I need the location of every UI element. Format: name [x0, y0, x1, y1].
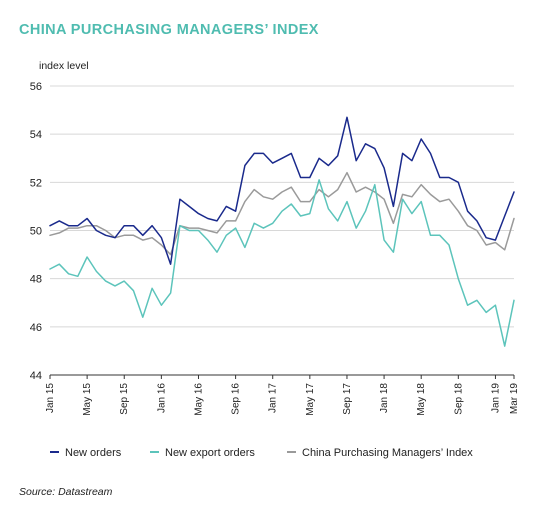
x-tick-label: Sep 15 [119, 383, 130, 415]
gridlines [50, 85, 514, 376]
x-tick-label: May 18 [416, 383, 427, 416]
y-axis-ticks: 44 46 48 50 52 54 56 [30, 81, 42, 382]
legend-label: China Purchasing Managers’ Index [302, 447, 473, 459]
x-tick-label: Jan 15 [45, 383, 56, 413]
x-tick-label: Jan 17 [268, 383, 279, 413]
y-tick-label: 56 [30, 81, 42, 93]
x-tick-label: May 16 [193, 383, 204, 416]
y-tick-label: 50 [30, 226, 42, 238]
x-tick-label: Jan 16 [156, 383, 167, 413]
x-tick-label: May 17 [305, 383, 316, 416]
legend-label: New orders [65, 447, 122, 459]
x-tick-label: Mar 19 [509, 383, 520, 415]
series-line-0 [49, 116, 515, 265]
legend-label: New export orders [165, 447, 255, 459]
source-note: Source: Datastream [19, 486, 113, 498]
y-axis-label: index level [39, 60, 89, 72]
chart-title: CHINA PURCHASING MANAGERS’ INDEX [19, 22, 319, 38]
x-axis-ticks: Jan 15 May 15 Sep 15 Jan 16 May 16 Sep 16 Jan … [45, 375, 520, 416]
y-tick-label: 44 [30, 370, 42, 382]
x-tick-label: Sep 16 [231, 383, 242, 415]
series-line-1 [49, 179, 515, 347]
x-tick-label: Sep 17 [342, 383, 353, 415]
x-tick-label: Jan 19 [490, 383, 501, 413]
series-lines [49, 116, 515, 347]
x-tick-label: Sep 18 [453, 383, 464, 415]
legend: New orders New export orders China Purchas… [50, 447, 473, 459]
y-tick-label: 48 [30, 274, 42, 286]
y-tick-label: 46 [30, 322, 42, 334]
series-line-2 [49, 171, 515, 256]
x-tick-label: Jan 18 [379, 383, 390, 413]
x-tick-label: May 15 [82, 383, 93, 416]
y-tick-label: 54 [30, 129, 42, 141]
y-tick-label: 52 [30, 177, 42, 189]
